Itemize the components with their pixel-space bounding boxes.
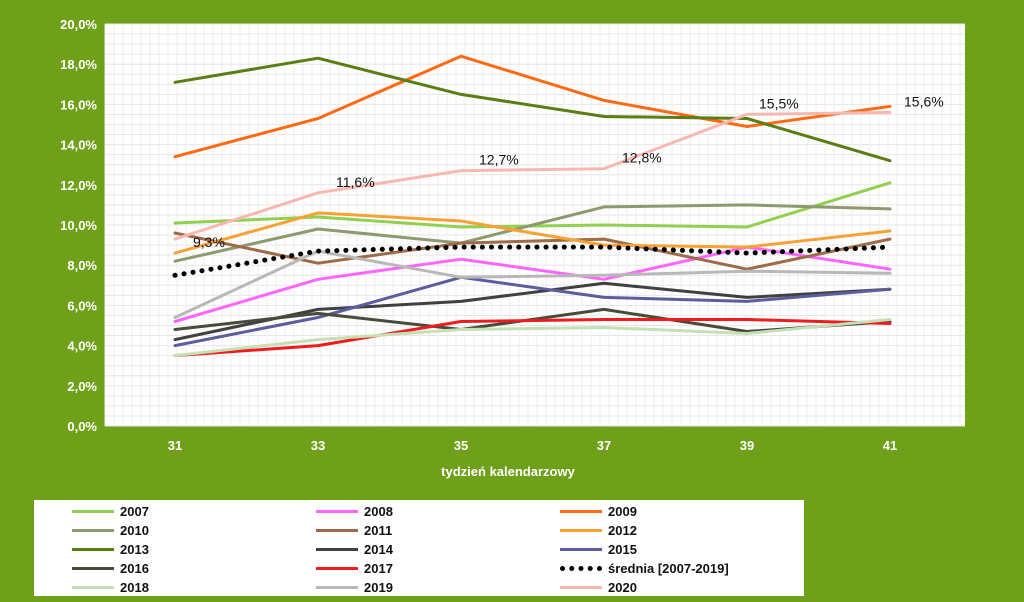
series-line-2020 (173, 110, 892, 241)
legend-item: 2011 (316, 521, 392, 540)
legend-label: 2013 (120, 542, 149, 557)
x-tick-label: 37 (597, 438, 611, 453)
legend-label: 2014 (364, 542, 393, 557)
series-line-2008 (173, 245, 892, 323)
legend-item: 2018 (72, 578, 149, 597)
legend-swatch (560, 510, 602, 513)
x-tick-label: 33 (311, 438, 325, 453)
data-label: 11,6% (336, 174, 375, 190)
data-label: 15,5% (759, 95, 799, 111)
series-line-2014 (173, 281, 892, 342)
y-tick-label: 10,0% (60, 218, 97, 233)
y-tick-label: 18,0% (60, 57, 97, 72)
legend-label: 2007 (120, 504, 149, 519)
series-line-2012 (173, 211, 892, 255)
legend-item: 2017 (316, 559, 393, 578)
legend-item: 2016 (72, 559, 149, 578)
series-line-2013 (173, 56, 892, 163)
legend-swatch (560, 566, 602, 571)
legend-label: 2011 (364, 523, 393, 538)
y-tick-label: 0,0% (67, 419, 97, 434)
legend-item: 2019 (316, 578, 393, 597)
legend-label: 2009 (608, 504, 637, 519)
series-line-2010 (173, 203, 892, 263)
legend-label: 2017 (364, 561, 393, 576)
x-tick-label: 35 (454, 438, 468, 453)
x-axis-ticks: 31 33 35 37 39 41 (168, 438, 897, 453)
legend-item: 2009 (560, 502, 637, 521)
legend-label: 2008 (364, 504, 393, 519)
series-line-2017 (173, 318, 892, 358)
legend-item: 2012 (560, 521, 637, 540)
x-tick-label: 39 (740, 438, 754, 453)
legend-label: średnia [2007-2019] (608, 561, 729, 576)
legend-item: średnia [2007-2019] (560, 559, 729, 578)
legend-swatch (72, 529, 114, 532)
legend-swatch (316, 529, 358, 532)
legend-swatch (316, 510, 358, 513)
legend-label: 2012 (608, 523, 637, 538)
legend-label: 2015 (608, 542, 637, 557)
legend-swatch (560, 586, 602, 589)
series-line-2011 (173, 231, 892, 271)
line-chart: 0,0% 2,0% 4,0% 6,0% 8,0% 10,0% 12,0% 14,0% 16,0%… (60, 17, 965, 479)
legend-swatch (72, 586, 114, 589)
x-tick-label: 31 (168, 438, 182, 453)
legend-label: 2020 (608, 580, 637, 595)
x-tick-label: 41 (883, 438, 897, 453)
legend-item: 2020 (560, 578, 637, 597)
series-line-2019 (173, 249, 892, 319)
legend-label: 2010 (120, 523, 149, 538)
y-tick-label: 8,0% (67, 258, 97, 273)
legend-swatch (316, 567, 358, 570)
legend-swatch (72, 510, 114, 513)
y-tick-label: 14,0% (60, 138, 97, 153)
legend-item: 2010 (72, 521, 149, 540)
data-label: 12,7% (479, 152, 519, 168)
x-axis-title: tydzień kalendarzowy (441, 464, 575, 479)
y-axis-ticks: 0,0% 2,0% 4,0% 6,0% 8,0% 10,0% 12,0% 14,0% 16,0%… (60, 17, 97, 434)
legend-label: 2018 (120, 580, 149, 595)
series-lines (172, 54, 893, 358)
legend-swatch (560, 529, 602, 532)
series-line-2009 (173, 54, 892, 159)
legend-swatch (316, 586, 358, 589)
series-line-2018 (173, 318, 892, 358)
gridlines (104, 23, 965, 427)
y-tick-label: 6,0% (67, 298, 97, 313)
legend-swatch (316, 548, 358, 551)
y-tick-label: 4,0% (67, 339, 97, 354)
series-line-2015 (173, 275, 892, 348)
legend-swatch (560, 548, 602, 551)
data-label: 15,6% (904, 93, 944, 109)
legend-label: 2019 (364, 580, 393, 595)
data-label: 9,3% (193, 234, 225, 250)
legend-label: 2016 (120, 561, 149, 576)
y-tick-label: 2,0% (67, 379, 97, 394)
y-tick-label: 20,0% (60, 17, 97, 32)
legend-swatch (72, 548, 114, 551)
legend: 2007 2008 2009 2010 2011 2012 2013 2014 2015 2016… (34, 500, 804, 596)
data-labels: 9,3% 11,6% 12,7% 12,8% 15,5% 15,6% (193, 93, 944, 250)
y-tick-label: 16,0% (60, 97, 97, 112)
legend-item: 2015 (560, 540, 637, 559)
legend-item: 2013 (72, 540, 149, 559)
y-tick-label: 12,0% (60, 178, 97, 193)
legend-item: 2007 (72, 502, 149, 521)
legend-item: 2014 (316, 540, 393, 559)
legend-swatch (72, 567, 114, 570)
series-line--rednia-2007-2019- (172, 244, 893, 278)
legend-item: 2008 (316, 502, 393, 521)
data-label: 12,8% (622, 150, 662, 166)
